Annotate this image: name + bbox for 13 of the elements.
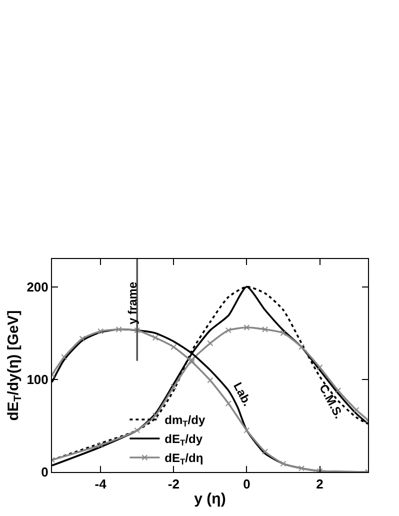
x-tick-label: -4	[94, 476, 108, 492]
legend-label: dE$_{T}$/dη	[164, 451, 204, 467]
y-tick-label: 200	[26, 279, 48, 294]
x-tick-label: -2	[168, 476, 180, 492]
legend-label: dm$_{T}$/dy	[164, 413, 206, 429]
x-tick-label: 2	[316, 476, 324, 492]
y-tick-label: 0	[41, 464, 48, 480]
x-axis-title: y (η)	[194, 490, 226, 508]
y-tick-label: 100	[26, 372, 48, 387]
annotation: y frame	[126, 282, 140, 325]
annotation: Lab.	[230, 380, 254, 408]
legend-label: dE$_{T}$/dy	[164, 432, 203, 448]
x-tick-label: 0	[243, 476, 250, 492]
